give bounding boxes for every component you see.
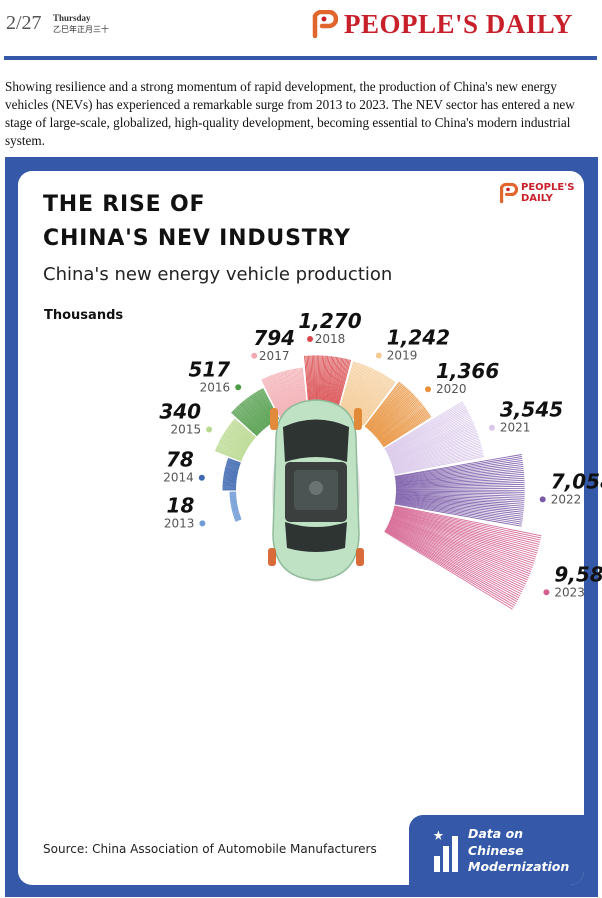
legend-dot-2021 bbox=[488, 424, 495, 431]
car-illustration bbox=[268, 399, 364, 582]
year-label-2013: 2013 bbox=[164, 516, 195, 530]
lunar-date-label: 乙巳年正月三十 bbox=[53, 25, 109, 34]
brand-emblem-icon bbox=[312, 10, 338, 38]
value-label-2016: 517 bbox=[188, 357, 230, 381]
data-badge-text: Data on Chinese Modernization bbox=[468, 826, 578, 876]
infographic-title-line1: THE RISE OF bbox=[43, 192, 206, 217]
card-brand-line1: PEOPLE'S bbox=[521, 182, 575, 193]
year-label-2015: 2015 bbox=[171, 423, 202, 437]
card-brand-logo: PEOPLE'S DAILY bbox=[498, 182, 574, 204]
label-2023: 9,5872023 bbox=[543, 562, 602, 599]
bar-2016 bbox=[231, 388, 280, 437]
value-label-2018: 1,270 bbox=[298, 309, 361, 333]
legend-dot-2016 bbox=[235, 384, 242, 391]
year-label-2019: 2019 bbox=[387, 349, 418, 363]
legend-dot-2017 bbox=[251, 352, 258, 359]
year-label-2022: 2022 bbox=[551, 492, 582, 506]
bar-2013 bbox=[229, 491, 242, 522]
value-label-2021: 3,545 bbox=[500, 398, 563, 422]
value-label-2013: 18 bbox=[167, 493, 195, 517]
brand-logo[interactable]: PEOPLE'S DAILY bbox=[310, 8, 573, 40]
year-label-2023: 2023 bbox=[554, 585, 585, 599]
year-label-2018: 2018 bbox=[315, 332, 346, 346]
infographic-title-line2: CHINA'S NEV INDUSTRY bbox=[43, 226, 351, 251]
year-label-2016: 2016 bbox=[200, 380, 231, 394]
legend-dot-2019 bbox=[375, 352, 382, 359]
year-label-2017: 2017 bbox=[259, 349, 290, 363]
page-date-number: 2/27 bbox=[6, 12, 42, 34]
value-label-2023: 9,587 bbox=[554, 562, 602, 586]
value-label-2014: 78 bbox=[166, 448, 194, 472]
bar-2022 bbox=[394, 454, 525, 527]
value-label-2017: 794 bbox=[253, 326, 295, 350]
brand-name: PEOPLE'S DAILY bbox=[344, 8, 573, 39]
legend-dot-2013 bbox=[199, 520, 206, 527]
bar-2014 bbox=[222, 457, 241, 491]
bar-2015 bbox=[214, 418, 256, 462]
chart-unit-label: Thousands bbox=[44, 308, 124, 323]
chart-title: China's new energy vehicle production bbox=[43, 264, 393, 285]
source-note: Source: China Association of Automobile … bbox=[43, 842, 377, 856]
value-label-2019: 1,242 bbox=[387, 326, 450, 350]
badge-line2: Chinese bbox=[468, 842, 524, 858]
legend-dot-2023 bbox=[543, 589, 550, 596]
badge-line1: Data on bbox=[468, 826, 524, 841]
legend-dot-2022 bbox=[539, 496, 546, 503]
year-label-2014: 2014 bbox=[163, 471, 194, 485]
label-2022: 7,0582022 bbox=[539, 469, 602, 506]
card-brand-emblem-icon bbox=[499, 182, 518, 204]
year-label-2021: 2021 bbox=[500, 421, 531, 435]
data-badge bbox=[409, 815, 584, 885]
header-divider bbox=[4, 56, 597, 60]
value-label-2022: 7,058 bbox=[551, 469, 602, 493]
bar-2023 bbox=[384, 505, 542, 610]
value-label-2020: 1,366 bbox=[436, 359, 499, 383]
year-label-2020: 2020 bbox=[436, 382, 467, 396]
bar-2020 bbox=[364, 381, 432, 448]
weekday-label: Thursday bbox=[53, 13, 91, 23]
bar-2021 bbox=[384, 401, 484, 475]
badge-line3: Modernization bbox=[468, 859, 570, 874]
legend-dot-2014 bbox=[198, 474, 205, 481]
legend-dot-2020 bbox=[425, 386, 431, 393]
legend-dot-2015 bbox=[206, 426, 213, 433]
page-header: 2/27 Thursday 乙巳年正月三十 PEOPLE'S DAILY bbox=[0, 0, 602, 60]
value-label-2015: 340 bbox=[159, 400, 201, 424]
bar-chart-icon bbox=[433, 830, 458, 872]
card-brand-line2: DAILY bbox=[521, 193, 553, 204]
legend-dot-2018 bbox=[307, 336, 313, 342]
intro-paragraph: Showing resilience and a strong momentum… bbox=[5, 79, 575, 148]
